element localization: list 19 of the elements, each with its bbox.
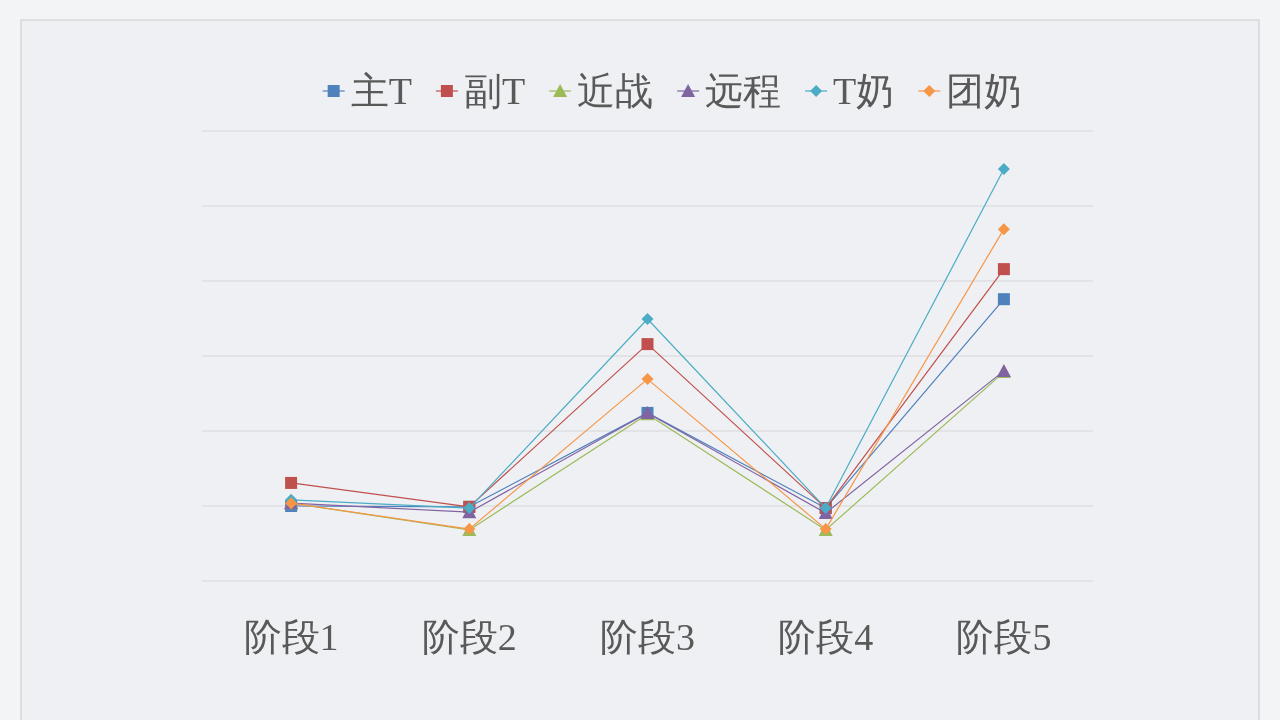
point: [997, 263, 1010, 276]
x-tick-label: 阶段2: [421, 616, 517, 658]
legend-label: 主T: [350, 70, 412, 112]
legend-label: T奶: [833, 70, 895, 112]
legend-label: 远程: [705, 70, 782, 112]
point: [997, 223, 1010, 236]
point: [641, 312, 654, 325]
x-tick-label: 阶段1: [243, 616, 339, 658]
x-tick-label: 阶段5: [956, 616, 1052, 658]
point: [641, 338, 654, 351]
legend-label: 团奶: [946, 70, 1023, 112]
legend-label: 近战: [577, 70, 654, 112]
x-tick-label: 阶段4: [778, 616, 874, 658]
x-tick-label: 阶段3: [600, 616, 695, 658]
legend-label: 副T: [463, 70, 526, 112]
point: [641, 373, 654, 386]
point: [997, 293, 1010, 306]
point: [285, 476, 298, 489]
point: [997, 163, 1010, 175]
